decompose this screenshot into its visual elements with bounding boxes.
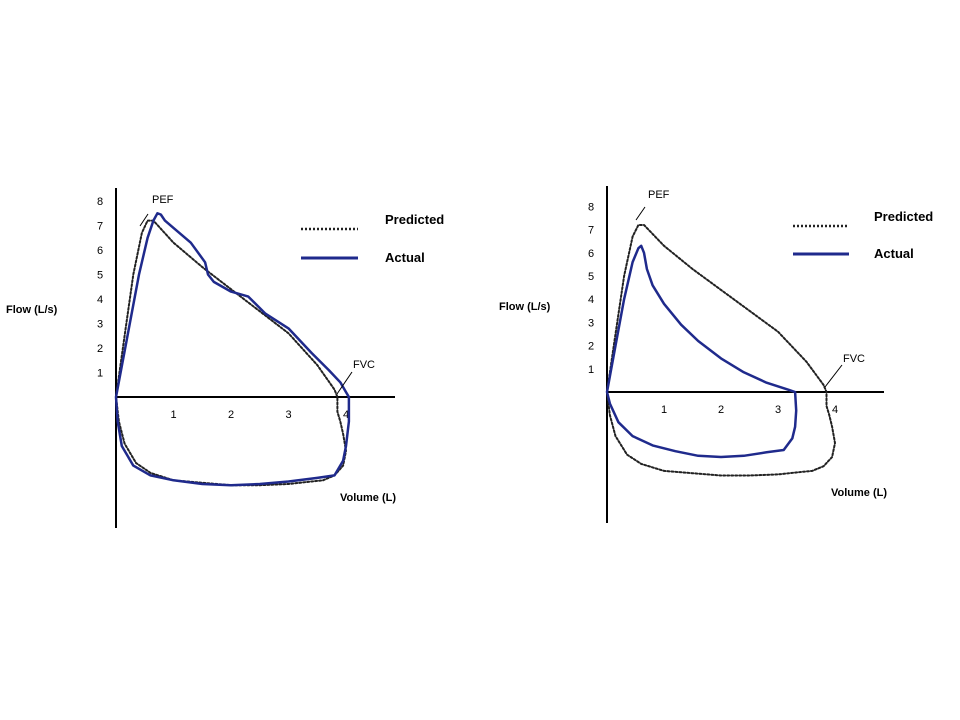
y-tick-label: 6: [97, 245, 103, 257]
y-tick-label: 4: [588, 294, 594, 306]
pef-pointer: [635, 206, 646, 221]
y-tick-label: 1: [97, 368, 103, 380]
legend-actual-label: Actual: [874, 246, 914, 261]
pef-annotation: PEF: [152, 194, 174, 206]
y-tick-label: 6: [588, 248, 594, 260]
y-tick-label: 4: [97, 294, 103, 306]
x-tick-label: 2: [228, 409, 234, 421]
chart-panel-right: 1 2 3 4 5 6 7 8 1 2 3 4 Flow (L/s) Volume (L) Predicte…: [499, 186, 933, 523]
x-axis-label: Volume (L): [340, 492, 396, 504]
x-tick-label: 3: [775, 404, 781, 416]
chart-panel-left: 1 2 3 4 5 6 7 8 1 2 3 4 Flow (L/s) Volume (L) Predicte…: [6, 188, 444, 528]
x-tick-label: 1: [661, 404, 667, 416]
pef-pointer: [139, 213, 149, 227]
x-tick-label: 4: [343, 409, 349, 421]
y-tick-label: 2: [97, 343, 103, 355]
y-tick-label: 5: [97, 270, 103, 282]
pef-annotation: PEF: [648, 189, 670, 201]
x-tick-label: 4: [832, 404, 838, 416]
y-tick-label: 3: [97, 319, 103, 331]
legend-predicted-label: Predicted: [874, 209, 933, 224]
y-tick-label: 2: [588, 341, 594, 353]
x-axis-label: Volume (L): [831, 487, 887, 499]
fvc-pointer: [824, 364, 843, 388]
y-tick-label: 1: [588, 364, 594, 376]
x-tick-label: 3: [286, 409, 292, 421]
y-tick-label: 7: [588, 225, 594, 237]
x-tick-label: 1: [171, 409, 177, 421]
series-actual-line: [605, 244, 798, 459]
y-tick-label: 7: [97, 221, 103, 233]
y-tick-label: 3: [588, 317, 594, 329]
fvc-annotation: FVC: [843, 353, 865, 365]
fvc-annotation: FVC: [353, 359, 375, 371]
x-tick-label: 2: [718, 404, 724, 416]
fvc-pointer: [336, 371, 353, 395]
y-axis-label: Flow (L/s): [499, 301, 551, 313]
y-axis-label: Flow (L/s): [6, 304, 58, 316]
y-tick-label: 5: [588, 271, 594, 283]
legend-predicted-label: Predicted: [385, 212, 444, 227]
legend-actual-label: Actual: [385, 250, 425, 265]
y-tick-label: 8: [588, 201, 594, 213]
series-predicted-line: [606, 224, 836, 477]
series-actual-line: [114, 212, 351, 487]
y-tick-label: 8: [97, 196, 103, 208]
